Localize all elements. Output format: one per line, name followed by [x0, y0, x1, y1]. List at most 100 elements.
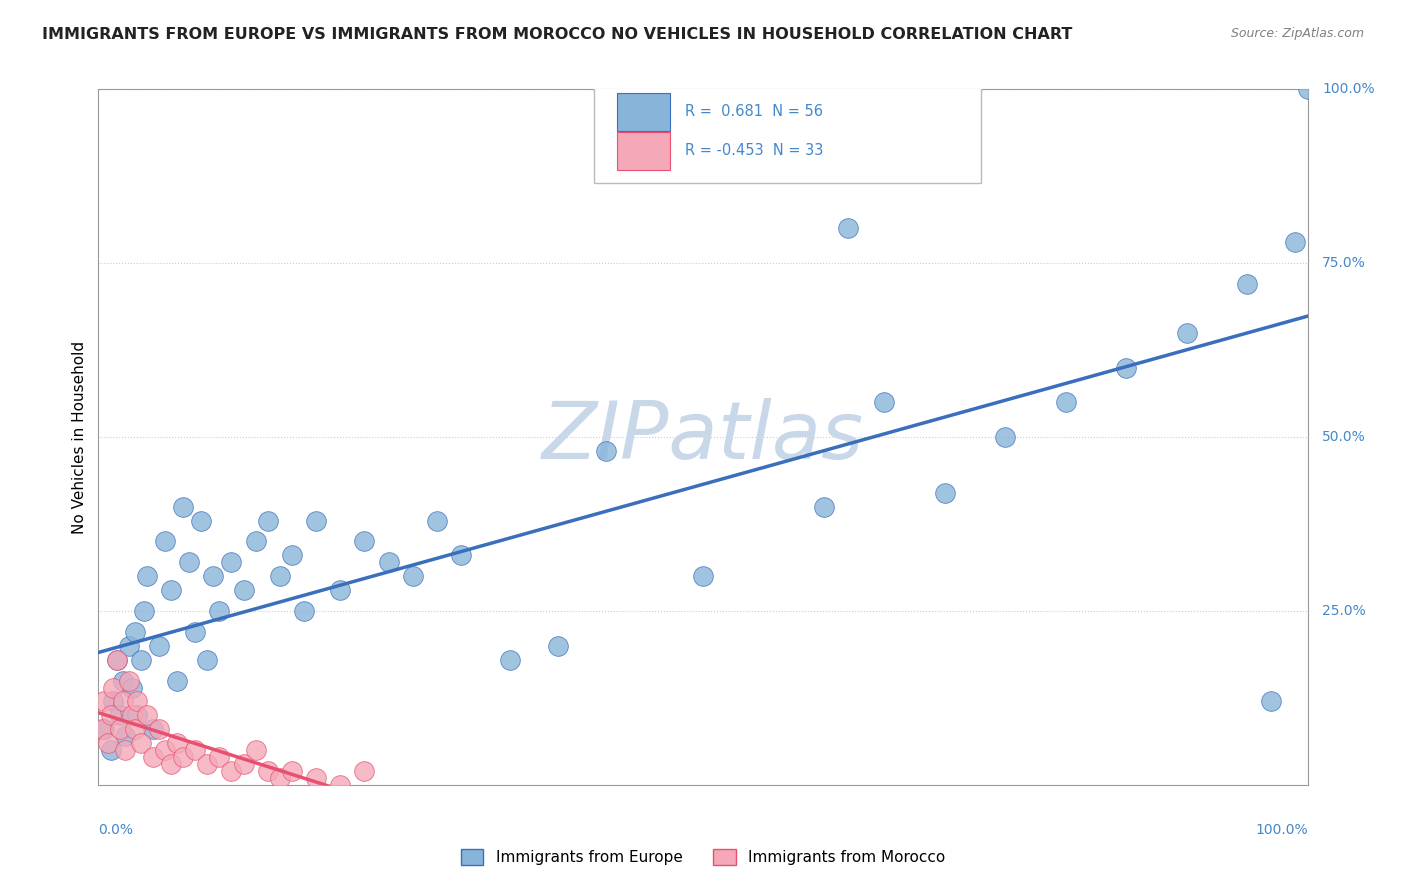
- Point: [837, 221, 859, 235]
- Point: [124, 723, 146, 737]
- Point: [1284, 235, 1306, 250]
- Text: 75.0%: 75.0%: [1322, 256, 1365, 270]
- Text: ZIPatlas: ZIPatlas: [541, 398, 865, 476]
- Point: [377, 555, 399, 569]
- Point: [1296, 82, 1319, 96]
- Point: [100, 708, 122, 723]
- Point: [114, 743, 136, 757]
- Point: [934, 485, 956, 500]
- Point: [179, 555, 201, 569]
- Point: [329, 778, 352, 792]
- Point: [105, 653, 128, 667]
- Point: [121, 708, 143, 723]
- Point: [232, 757, 254, 772]
- Point: [269, 771, 291, 785]
- Point: [1260, 694, 1282, 708]
- Point: [148, 723, 170, 737]
- Point: [994, 430, 1017, 444]
- Point: [108, 708, 131, 723]
- Point: [245, 743, 267, 757]
- Point: [153, 534, 176, 549]
- Point: [135, 708, 157, 723]
- Point: [1054, 395, 1077, 409]
- Point: [353, 534, 375, 549]
- Point: [184, 624, 207, 639]
- Point: [450, 549, 472, 563]
- Point: [232, 583, 254, 598]
- Point: [426, 514, 449, 528]
- Text: 0.0%: 0.0%: [98, 823, 134, 838]
- Point: [118, 639, 141, 653]
- Point: [256, 764, 278, 778]
- Point: [1175, 326, 1198, 340]
- Point: [269, 569, 291, 583]
- Text: R =  0.681  N = 56: R = 0.681 N = 56: [685, 104, 823, 119]
- Point: [93, 694, 115, 708]
- Point: [329, 583, 352, 598]
- Point: [595, 444, 617, 458]
- FancyBboxPatch shape: [617, 94, 671, 131]
- Text: Source: ZipAtlas.com: Source: ZipAtlas.com: [1230, 27, 1364, 40]
- Point: [97, 736, 120, 750]
- Text: R = -0.453  N = 33: R = -0.453 N = 33: [685, 143, 824, 158]
- Point: [101, 681, 124, 695]
- Point: [91, 723, 114, 737]
- Point: [1115, 360, 1137, 375]
- Point: [692, 569, 714, 583]
- FancyBboxPatch shape: [617, 132, 671, 169]
- Point: [93, 723, 115, 737]
- Point: [195, 653, 218, 667]
- Point: [101, 694, 124, 708]
- Point: [208, 750, 231, 764]
- Point: [547, 639, 569, 653]
- Text: 100.0%: 100.0%: [1322, 82, 1375, 96]
- Point: [172, 750, 194, 764]
- Legend: Immigrants from Europe, Immigrants from Morocco: Immigrants from Europe, Immigrants from …: [454, 843, 952, 871]
- Point: [873, 395, 896, 409]
- Text: 50.0%: 50.0%: [1322, 430, 1365, 444]
- Point: [221, 555, 243, 569]
- Point: [129, 736, 152, 750]
- Y-axis label: No Vehicles in Household: No Vehicles in Household: [72, 341, 87, 533]
- Text: 100.0%: 100.0%: [1256, 823, 1308, 838]
- Point: [160, 757, 183, 772]
- Point: [353, 764, 375, 778]
- Text: IMMIGRANTS FROM EUROPE VS IMMIGRANTS FROM MOROCCO NO VEHICLES IN HOUSEHOLD CORRE: IMMIGRANTS FROM EUROPE VS IMMIGRANTS FRO…: [42, 27, 1073, 42]
- Point: [281, 549, 304, 563]
- Point: [134, 604, 156, 618]
- Point: [121, 681, 143, 695]
- Point: [105, 653, 128, 667]
- Point: [498, 653, 520, 667]
- Point: [305, 514, 328, 528]
- Point: [281, 764, 304, 778]
- Point: [142, 723, 165, 737]
- Point: [108, 723, 131, 737]
- Point: [166, 736, 188, 750]
- FancyBboxPatch shape: [595, 75, 981, 183]
- Point: [129, 653, 152, 667]
- Point: [124, 624, 146, 639]
- Point: [221, 764, 243, 778]
- Text: 25.0%: 25.0%: [1322, 604, 1365, 618]
- Point: [184, 743, 207, 757]
- Point: [166, 673, 188, 688]
- Point: [160, 583, 183, 598]
- Point: [127, 694, 149, 708]
- Point: [127, 708, 149, 723]
- Point: [118, 673, 141, 688]
- Point: [256, 514, 278, 528]
- Point: [135, 569, 157, 583]
- Point: [172, 500, 194, 514]
- Point: [402, 569, 425, 583]
- Point: [142, 750, 165, 764]
- Point: [153, 743, 176, 757]
- Point: [813, 500, 835, 514]
- Point: [111, 673, 134, 688]
- Point: [190, 514, 212, 528]
- Point: [208, 604, 231, 618]
- Point: [305, 771, 328, 785]
- Point: [148, 639, 170, 653]
- Point: [202, 569, 225, 583]
- Point: [114, 729, 136, 743]
- Point: [111, 694, 134, 708]
